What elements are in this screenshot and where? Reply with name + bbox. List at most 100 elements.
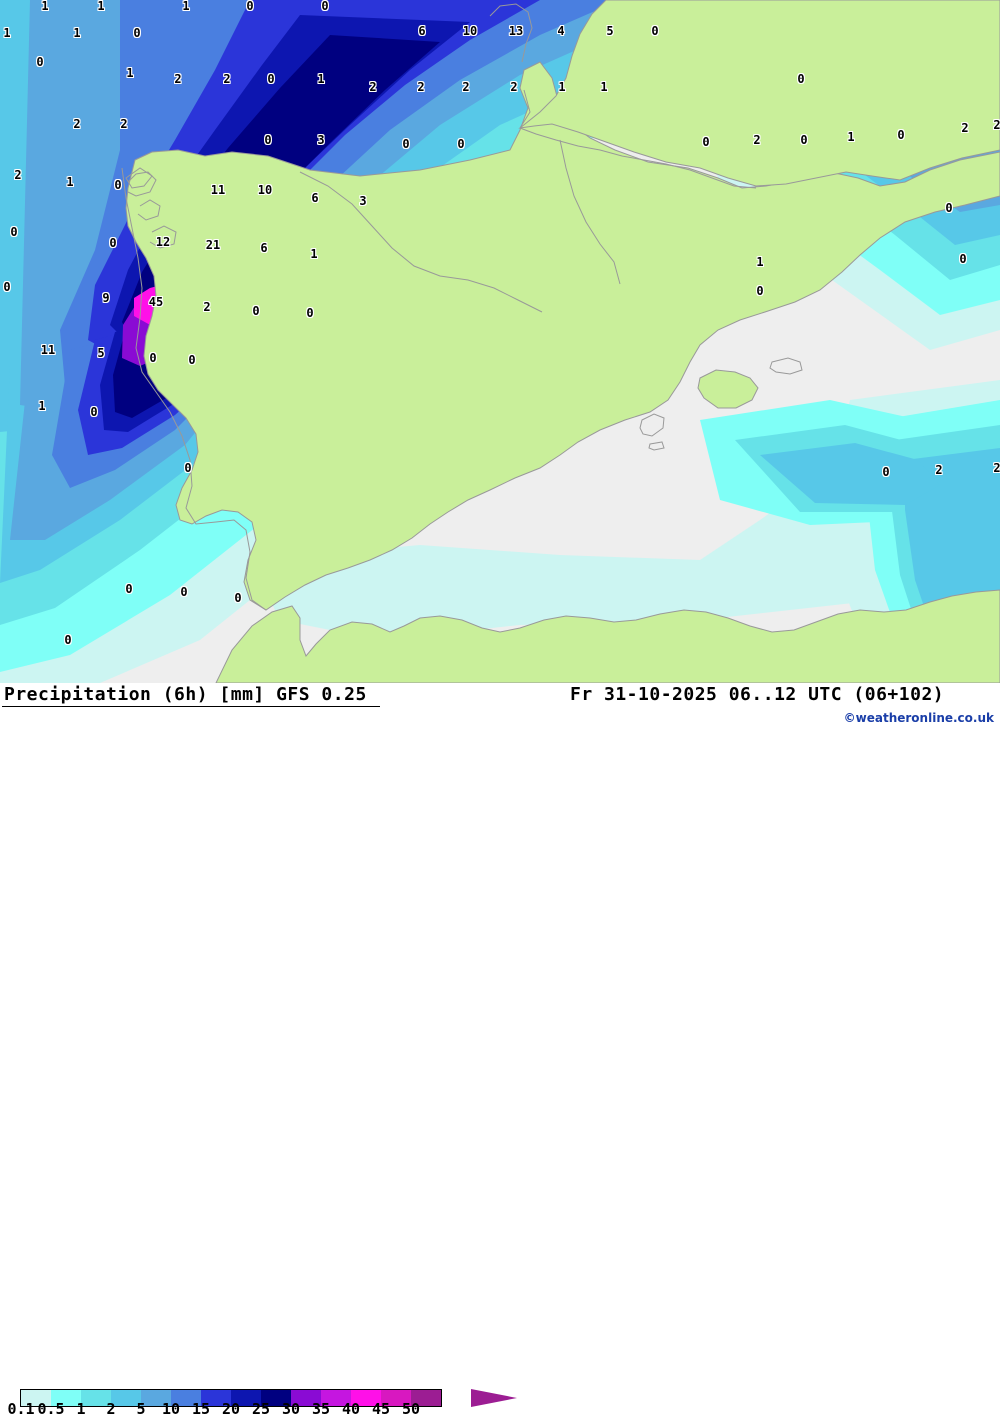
precip-value-label: 1 xyxy=(600,80,608,94)
precip-value-label: 1 xyxy=(97,0,105,13)
precip-value-label: 0 xyxy=(3,280,11,294)
map-footer: Precipitation (6h) [mm] GFS 0.25 Fr 31-1… xyxy=(0,683,1000,1417)
precip-value-label: 2 xyxy=(935,463,943,477)
model-run-info: Fr 31-10-2025 06..12 UTC (06+102) xyxy=(570,684,945,705)
precip-value-label: 0 xyxy=(133,26,141,40)
precip-value-label: 0 xyxy=(246,0,254,13)
precip-value-label: 13 xyxy=(508,24,524,38)
colorbar-tick: 45 xyxy=(371,1400,391,1418)
landmass-layer xyxy=(125,0,1000,683)
precip-value-label: 1 xyxy=(126,66,134,80)
precip-value-label: 0 xyxy=(702,135,710,149)
precip-value-label: 10 xyxy=(462,24,478,38)
land-menorca xyxy=(769,357,803,375)
precip-value-label: 0 xyxy=(252,304,260,318)
colorbar-tick: 15 xyxy=(191,1400,211,1418)
colorbar-tick: 5 xyxy=(136,1400,146,1418)
precip-value-label: 5 xyxy=(606,24,614,38)
precip-value-label: 1 xyxy=(41,0,49,13)
precipitation-map[interactable]: 1 1 1 0 0 6 10 13 4 5 0 1 1 0 1 2 2 0 1 2 2 2 2 1 1 0 0 2 2 0 3 0 0 0 2 0 1 0… xyxy=(0,0,1000,683)
precip-value-label: 12 xyxy=(155,235,171,249)
precip-value-label: 3 xyxy=(359,194,367,208)
precip-value-label: 0 xyxy=(800,133,808,147)
precip-value-label: 1 xyxy=(558,80,566,94)
precip-value-label: 1 xyxy=(847,130,855,144)
precip-value-label: 0 xyxy=(402,137,410,151)
precip-value-label: 2 xyxy=(174,72,182,86)
precip-value-label: 2 xyxy=(73,117,81,131)
precip-value-label: 0 xyxy=(184,461,192,475)
precip-value-label: 0 xyxy=(306,306,314,320)
precip-value-label: 6 xyxy=(311,191,319,205)
precip-value-label: 2 xyxy=(510,80,518,94)
precip-value-label: 9 xyxy=(102,291,110,305)
precip-value-label: 1 xyxy=(317,72,325,86)
land-iberia xyxy=(125,61,1000,611)
precip-value-label: 1 xyxy=(3,26,11,40)
precip-value-label: 6 xyxy=(260,241,268,255)
precip-value-label: 1 xyxy=(38,399,46,413)
precip-value-label: 2 xyxy=(993,461,1000,475)
precip-value-label: 0 xyxy=(10,225,18,239)
precip-value-label: 2 xyxy=(120,117,128,131)
precip-value-label: 0 xyxy=(234,591,242,605)
precip-value-label: 0 xyxy=(756,284,764,298)
colorbar-tick: 20 xyxy=(221,1400,241,1418)
legend-title: Precipitation (6h) [mm] GFS 0.25 xyxy=(4,684,367,705)
land-morocco-algeria xyxy=(215,589,1000,683)
precip-value-label: 45 xyxy=(148,295,164,309)
precip-value-label: 0 xyxy=(36,55,44,69)
precip-value-label: 0 xyxy=(651,24,659,38)
precip-value-label: 2 xyxy=(223,72,231,86)
precip-value-label: 0 xyxy=(959,252,967,266)
precip-value-label: 21 xyxy=(205,238,221,252)
colorbar-tick: 1 xyxy=(76,1400,86,1418)
precip-value-label: 0 xyxy=(90,405,98,419)
precip-value-label: 2 xyxy=(14,168,22,182)
precip-value-label: 2 xyxy=(753,133,761,147)
colorbar-tick: 40 xyxy=(341,1400,361,1418)
precip-value-label: 1 xyxy=(73,26,81,40)
map-canvas xyxy=(0,0,1000,683)
precip-value-label: 2 xyxy=(993,118,1000,132)
colorbar-tick: 2 xyxy=(106,1400,116,1418)
precip-value-label: 10 xyxy=(257,183,273,197)
precip-value-label: 11 xyxy=(210,183,226,197)
colorbar-tick-labels: 0.1 0.5 1 2 5 10 15 20 25 30 35 40 45 50 xyxy=(0,1400,520,1418)
precip-value-label: 0 xyxy=(797,72,805,86)
precip-value-label: 0 xyxy=(321,0,329,13)
precip-value-label: 1 xyxy=(66,175,74,189)
precip-value-label: 0 xyxy=(64,633,72,647)
precip-value-label: 0 xyxy=(180,585,188,599)
precip-value-label: 0 xyxy=(267,72,275,86)
colorbar-tick: 10 xyxy=(161,1400,181,1418)
colorbar-tick: 0.5 xyxy=(37,1400,65,1418)
borders-layer xyxy=(121,3,757,611)
land-ibiza xyxy=(639,413,665,437)
precip-value-label: 3 xyxy=(317,133,325,147)
precip-value-label: 5 xyxy=(97,346,105,360)
colorbar-tick: 35 xyxy=(311,1400,331,1418)
precip-value-label: 1 xyxy=(756,255,764,269)
colorbar-tick: 50 xyxy=(401,1400,421,1418)
precip-value-label: 0 xyxy=(125,582,133,596)
land-formentera xyxy=(648,441,665,451)
legend-title-underline xyxy=(2,706,380,707)
precip-value-label: 2 xyxy=(462,80,470,94)
precip-value-label: 0 xyxy=(109,236,117,250)
precip-value-label: 2 xyxy=(961,121,969,135)
precip-value-label: 4 xyxy=(557,24,565,38)
precip-value-label: 11 xyxy=(40,343,56,357)
land-mallorca xyxy=(697,369,759,409)
precip-value-label: 0 xyxy=(149,351,157,365)
precip-value-label: 0 xyxy=(264,133,272,147)
precip-value-label: 0 xyxy=(188,353,196,367)
colorbar-tick: 30 xyxy=(281,1400,301,1418)
land-galicia-detail xyxy=(125,167,153,189)
precip-value-label: 0 xyxy=(897,128,905,142)
precip-value-label: 2 xyxy=(369,80,377,94)
colorbar-tick: 0.1 xyxy=(7,1400,35,1418)
colorbar-tick: 25 xyxy=(251,1400,271,1418)
precip-value-label: 1 xyxy=(310,247,318,261)
